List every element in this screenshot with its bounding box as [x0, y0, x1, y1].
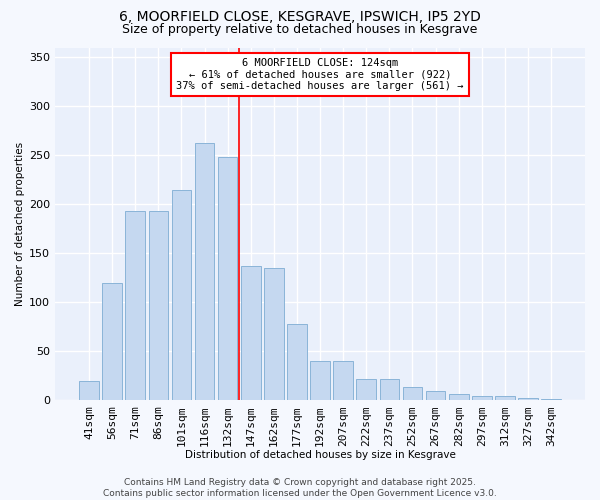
Bar — [472, 396, 491, 400]
Bar — [356, 379, 376, 400]
Bar — [518, 398, 538, 400]
Bar — [195, 142, 214, 400]
Bar — [287, 324, 307, 400]
Bar — [103, 283, 122, 401]
Text: Size of property relative to detached houses in Kesgrave: Size of property relative to detached ho… — [122, 22, 478, 36]
Text: Contains HM Land Registry data © Crown copyright and database right 2025.
Contai: Contains HM Land Registry data © Crown c… — [103, 478, 497, 498]
Bar — [241, 266, 260, 400]
Bar — [79, 381, 99, 400]
Text: 6 MOORFIELD CLOSE: 124sqm
← 61% of detached houses are smaller (922)
37% of semi: 6 MOORFIELD CLOSE: 124sqm ← 61% of detac… — [176, 58, 464, 92]
Bar — [334, 362, 353, 401]
Y-axis label: Number of detached properties: Number of detached properties — [15, 142, 25, 306]
Bar — [310, 362, 330, 401]
Bar — [449, 394, 469, 400]
Bar — [125, 211, 145, 400]
Bar — [218, 158, 238, 400]
Bar — [403, 386, 422, 400]
Bar — [149, 211, 168, 400]
Bar — [264, 268, 284, 400]
Bar — [426, 390, 445, 400]
X-axis label: Distribution of detached houses by size in Kesgrave: Distribution of detached houses by size … — [185, 450, 455, 460]
Text: 6, MOORFIELD CLOSE, KESGRAVE, IPSWICH, IP5 2YD: 6, MOORFIELD CLOSE, KESGRAVE, IPSWICH, I… — [119, 10, 481, 24]
Bar — [495, 396, 515, 400]
Bar — [380, 379, 399, 400]
Bar — [172, 190, 191, 400]
